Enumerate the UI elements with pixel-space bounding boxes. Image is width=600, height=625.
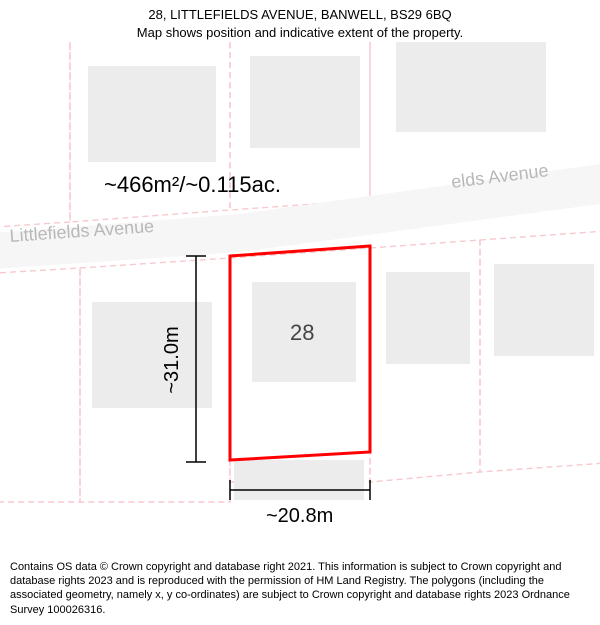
- width-label: ~20.8m: [266, 505, 333, 527]
- address-line: 28, LITTLEFIELDS AVENUE, BANWELL, BS29 6…: [10, 6, 590, 24]
- building-footprint: [386, 272, 470, 364]
- building-footprint: [250, 56, 360, 148]
- footer-attribution: Contains OS data © Crown copyright and d…: [0, 554, 600, 625]
- area-label: ~466m²/~0.115ac.: [104, 172, 281, 197]
- map-diagram: Littlefields Avenueelds Avenue28~466m²/~…: [0, 42, 600, 542]
- plot-number: 28: [290, 320, 314, 345]
- building-footprint: [92, 302, 212, 408]
- subtitle-line: Map shows position and indicative extent…: [10, 24, 590, 42]
- building-footprint: [494, 264, 594, 356]
- building-footprint: [88, 66, 216, 162]
- building-footprint: [234, 460, 364, 500]
- depth-label: ~31.0m: [161, 326, 183, 393]
- header: 28, LITTLEFIELDS AVENUE, BANWELL, BS29 6…: [0, 0, 600, 43]
- building-footprint: [396, 42, 546, 132]
